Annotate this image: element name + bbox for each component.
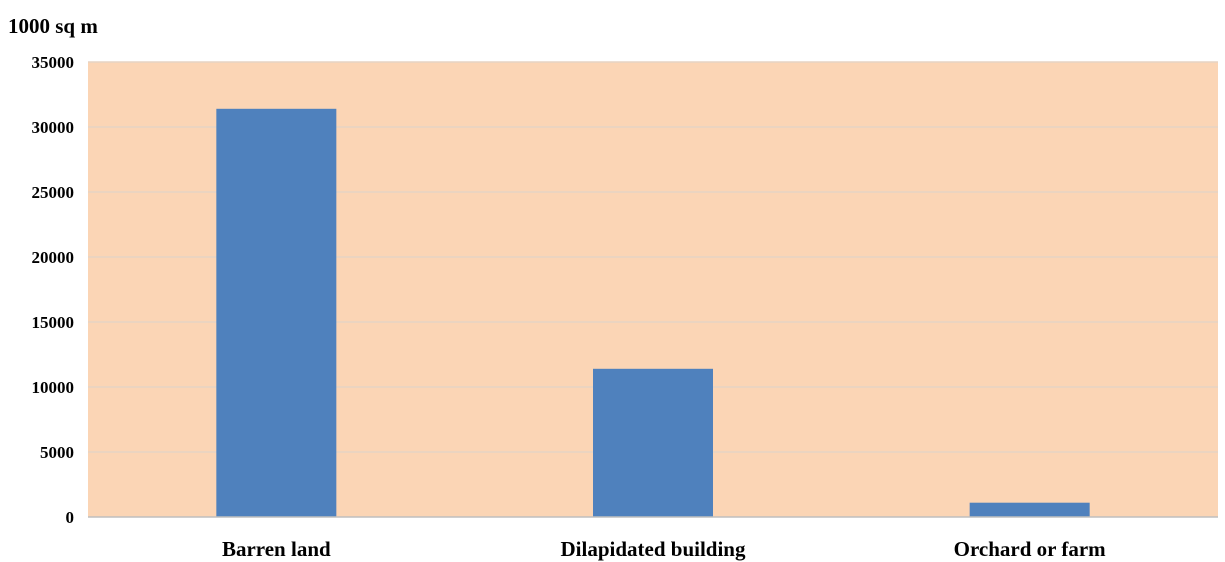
bar: [216, 108, 337, 518]
y-unit-label: 1000 sq m: [8, 14, 98, 38]
x-tick-label: Dilapidated building: [561, 537, 746, 561]
x-tick-label: Orchard or farm: [954, 537, 1107, 561]
y-tick-label: 30000: [32, 118, 75, 137]
bar: [969, 502, 1090, 517]
y-tick-label: 20000: [32, 248, 75, 267]
y-tick-label: 35000: [32, 53, 75, 72]
x-tick-labels: Barren land Dilapidated building Orchard o…: [222, 537, 1106, 561]
bar: [593, 368, 713, 517]
bars: [216, 108, 1090, 518]
y-tick-label: 15000: [32, 313, 75, 332]
y-tick-label: 25000: [32, 183, 75, 202]
y-tick-labels: 0 5000 10000 15000 20000 25000 30000 35000: [32, 53, 75, 527]
y-tick-label: 5000: [40, 443, 74, 462]
y-tick-label: 0: [66, 508, 75, 527]
x-tick-label: Barren land: [222, 537, 331, 561]
y-tick-label: 10000: [32, 378, 75, 397]
